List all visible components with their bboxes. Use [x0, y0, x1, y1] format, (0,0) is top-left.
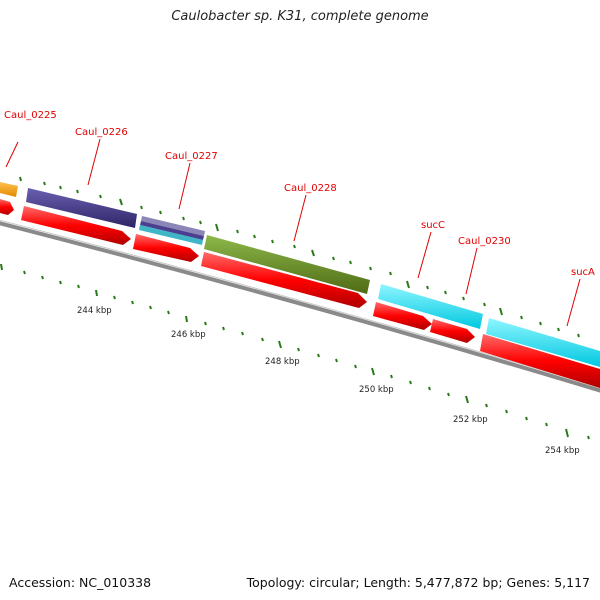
kbp-label-250: 250 kbp	[359, 385, 394, 395]
genome-backbone-inner	[0, 219, 600, 389]
cds-arrow-1[interactable]	[0, 199, 14, 215]
cds-arrow-7[interactable]	[480, 334, 600, 388]
gene-label-caul-0230[interactable]: Caul_0230	[458, 236, 511, 247]
cds-arrow-3[interactable]	[133, 234, 199, 262]
cds-arrow-6[interactable]	[430, 319, 475, 343]
feature-bar-suca[interactable]	[486, 318, 600, 367]
kbp-label-244: 244 kbp	[77, 306, 112, 316]
gene-label-succ[interactable]: sucC	[421, 220, 445, 231]
gene-label-caul-0225[interactable]: Caul_0225	[4, 110, 57, 121]
accession-text: Accession: NC_010338	[9, 575, 152, 590]
map-title: Caulobacter sp. K31, complete genome	[171, 9, 429, 24]
kbp-label-254: 254 kbp	[545, 446, 580, 456]
feature-bar-succ[interactable]	[378, 284, 483, 329]
label-leader-lines	[5, 138, 581, 327]
cds-arrow-4[interactable]	[201, 252, 367, 308]
gene-label-caul-0228[interactable]: Caul_0228	[284, 183, 337, 194]
kbp-label-248: 248 kbp	[265, 357, 300, 367]
cds-arrow-2[interactable]	[21, 206, 131, 245]
gene-label-caul-0226[interactable]: Caul_0226	[75, 127, 128, 138]
kbp-label-246: 246 kbp	[171, 330, 206, 340]
genome-summary-text: Topology: circular; Length: 5,477,872 bp…	[246, 575, 590, 590]
kbp-label-252: 252 kbp	[453, 415, 488, 425]
feature-bar-caul-0228[interactable]	[204, 235, 370, 294]
cds-arrow-5[interactable]	[373, 302, 432, 330]
feature-bar-caul-0227[interactable]	[139, 216, 205, 245]
genome-backbone	[0, 221, 600, 393]
gene-label-caul-0227[interactable]: Caul_0227	[165, 151, 218, 162]
feature-bar-caul-0226[interactable]	[26, 188, 137, 228]
gene-label-suca[interactable]: sucA	[571, 267, 595, 278]
outer-tick-marks	[19, 176, 580, 338]
feature-bar-caul-0225[interactable]	[0, 182, 18, 197]
inner-tick-marks	[0, 263, 590, 440]
